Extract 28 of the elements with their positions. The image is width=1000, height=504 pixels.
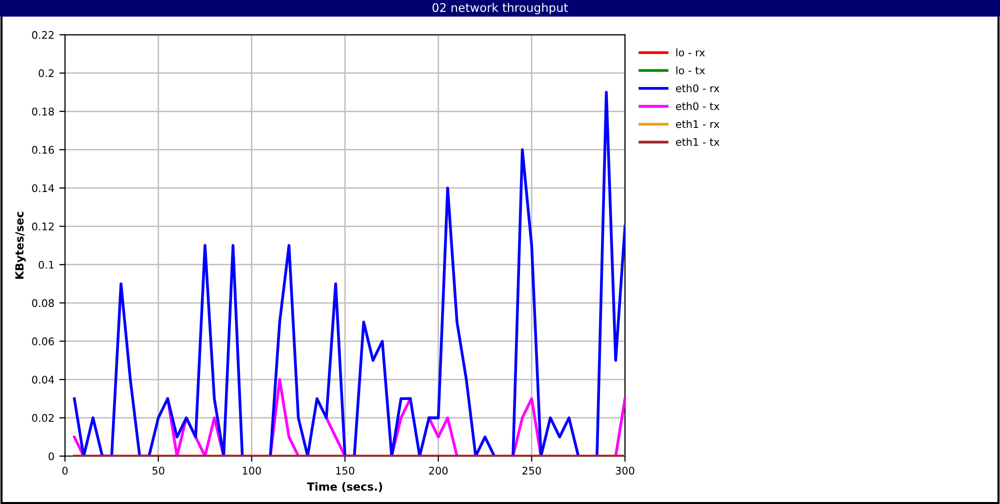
y-tick-label: 0.1 [38,260,54,269]
x-tick-label: 250 [522,466,541,475]
y-tick-label: 0.04 [32,376,54,384]
chart-title: 02 network throughput [432,2,568,14]
x-tick-label: 0 [62,466,68,475]
y-axis-title: KBytes/sec [15,212,26,279]
legend-label: eth1 - rx [676,120,720,128]
y-tick-label: 0.2 [38,69,54,78]
y-tick-label: 0.16 [32,146,54,154]
y-tick-label: 0.18 [32,108,54,116]
y-tick-label: 0.02 [32,414,54,422]
y-tick-label: 0.22 [32,31,54,39]
legend-label: lo - tx [676,66,705,74]
x-tick-label: 300 [616,466,634,475]
legend-label: eth0 - rx [676,84,720,92]
legend-label: eth1 - tx [676,138,720,146]
y-tick-label: 0 [48,452,54,460]
y-tick-label: 0.08 [32,299,54,308]
y-tick-label: 0.06 [32,337,54,346]
x-axis-title: Time (secs.) [307,482,382,492]
legend-label: lo - rx [676,48,705,56]
x-tick-label: 50 [152,466,164,475]
y-tick-label: 0.12 [32,222,54,230]
legend-label: eth0 - tx [676,102,720,110]
x-tick-label: 150 [336,466,354,475]
x-tick-label: 100 [242,466,261,475]
x-tick-label: 200 [429,466,448,475]
y-tick-label: 0.14 [32,184,54,192]
